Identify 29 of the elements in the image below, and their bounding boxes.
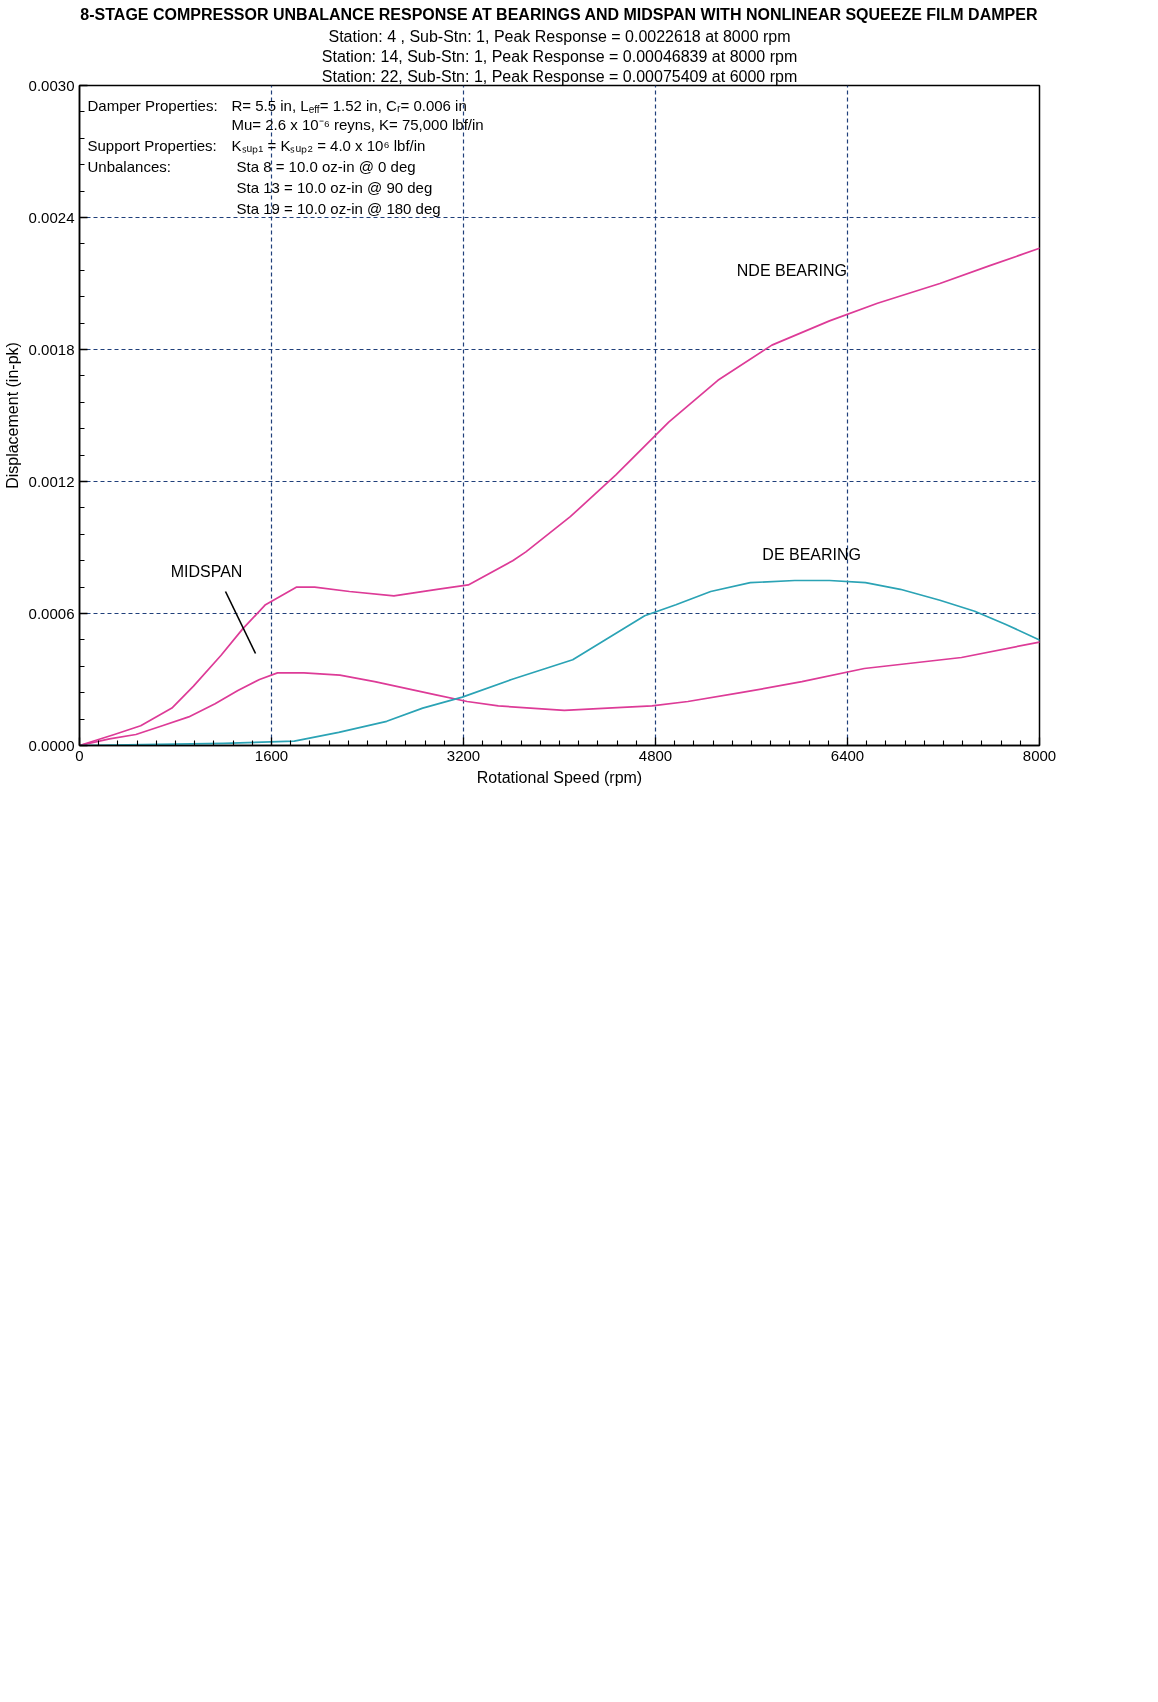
x-tick-label: 3200: [446, 746, 481, 764]
text: Station: 22, Sub-Stn: 1, Peak Response = 0.00075409 at 6000 rpm: [321, 68, 798, 85]
y-tick-label: 0.0006: [28, 604, 75, 622]
y-axis-title: Displacement (in-pk): [3, 342, 21, 489]
y-tick-label: 0.0000: [28, 736, 75, 754]
x-axis-title: Rotational Speed (rpm): [476, 768, 643, 786]
y-tick-label: 0.0012: [28, 472, 75, 490]
text: Station: 14, Sub-Stn: 1, Peak Response = 0.00046839 at 8000 rpm: [321, 48, 798, 65]
y-tick-label: 0.0024: [28, 208, 75, 226]
annotation: Support Properties:: [87, 137, 217, 155]
y-tick-label: 0.0018: [28, 340, 75, 358]
y-tick-label: 0.0030: [28, 76, 75, 94]
x-tick-label: 8000: [1022, 746, 1057, 764]
x-tick-label: 4800: [638, 746, 673, 764]
annotation: Sta 8 = 10.0 oz-in @ 0 deg: [236, 158, 416, 176]
x-tick-label: 0: [75, 746, 84, 764]
annotation: Sta 13 = 10.0 oz-in @ 90 deg: [236, 179, 433, 197]
annotation: Damper Properties:: [87, 97, 218, 115]
annotation: Mu= 2.6 x 10⁻⁶ reyns, K= 75,000 lbf/in: [231, 116, 484, 134]
text: NDE BEARING: [736, 261, 848, 279]
x-tick-label: 6400: [830, 746, 865, 764]
annotation: Unbalances:: [87, 158, 171, 176]
text: MIDSPAN: [170, 563, 243, 580]
annotation: Kₛᵤₚ₁ = Kₛᵤₚ₂ = 4.0 x 10⁶ lbf/in: [231, 137, 426, 156]
annotation: Sta 19 = 10.0 oz-in @ 180 deg: [236, 200, 441, 218]
text: Station: 4 , Sub-Stn: 1, Peak Response = 0.0022618 at 8000 rpm: [328, 28, 791, 45]
chart-title: 8-STAGE COMPRESSOR UNBALANCE RESPONSE AT BEARINGS AND MIDSPAN WITH NONLINEAR SQUEEZE FILM DAMPER: [80, 5, 1038, 23]
x-tick-label: 1600: [254, 746, 289, 764]
series-label: DE BEARING: [762, 546, 862, 563]
